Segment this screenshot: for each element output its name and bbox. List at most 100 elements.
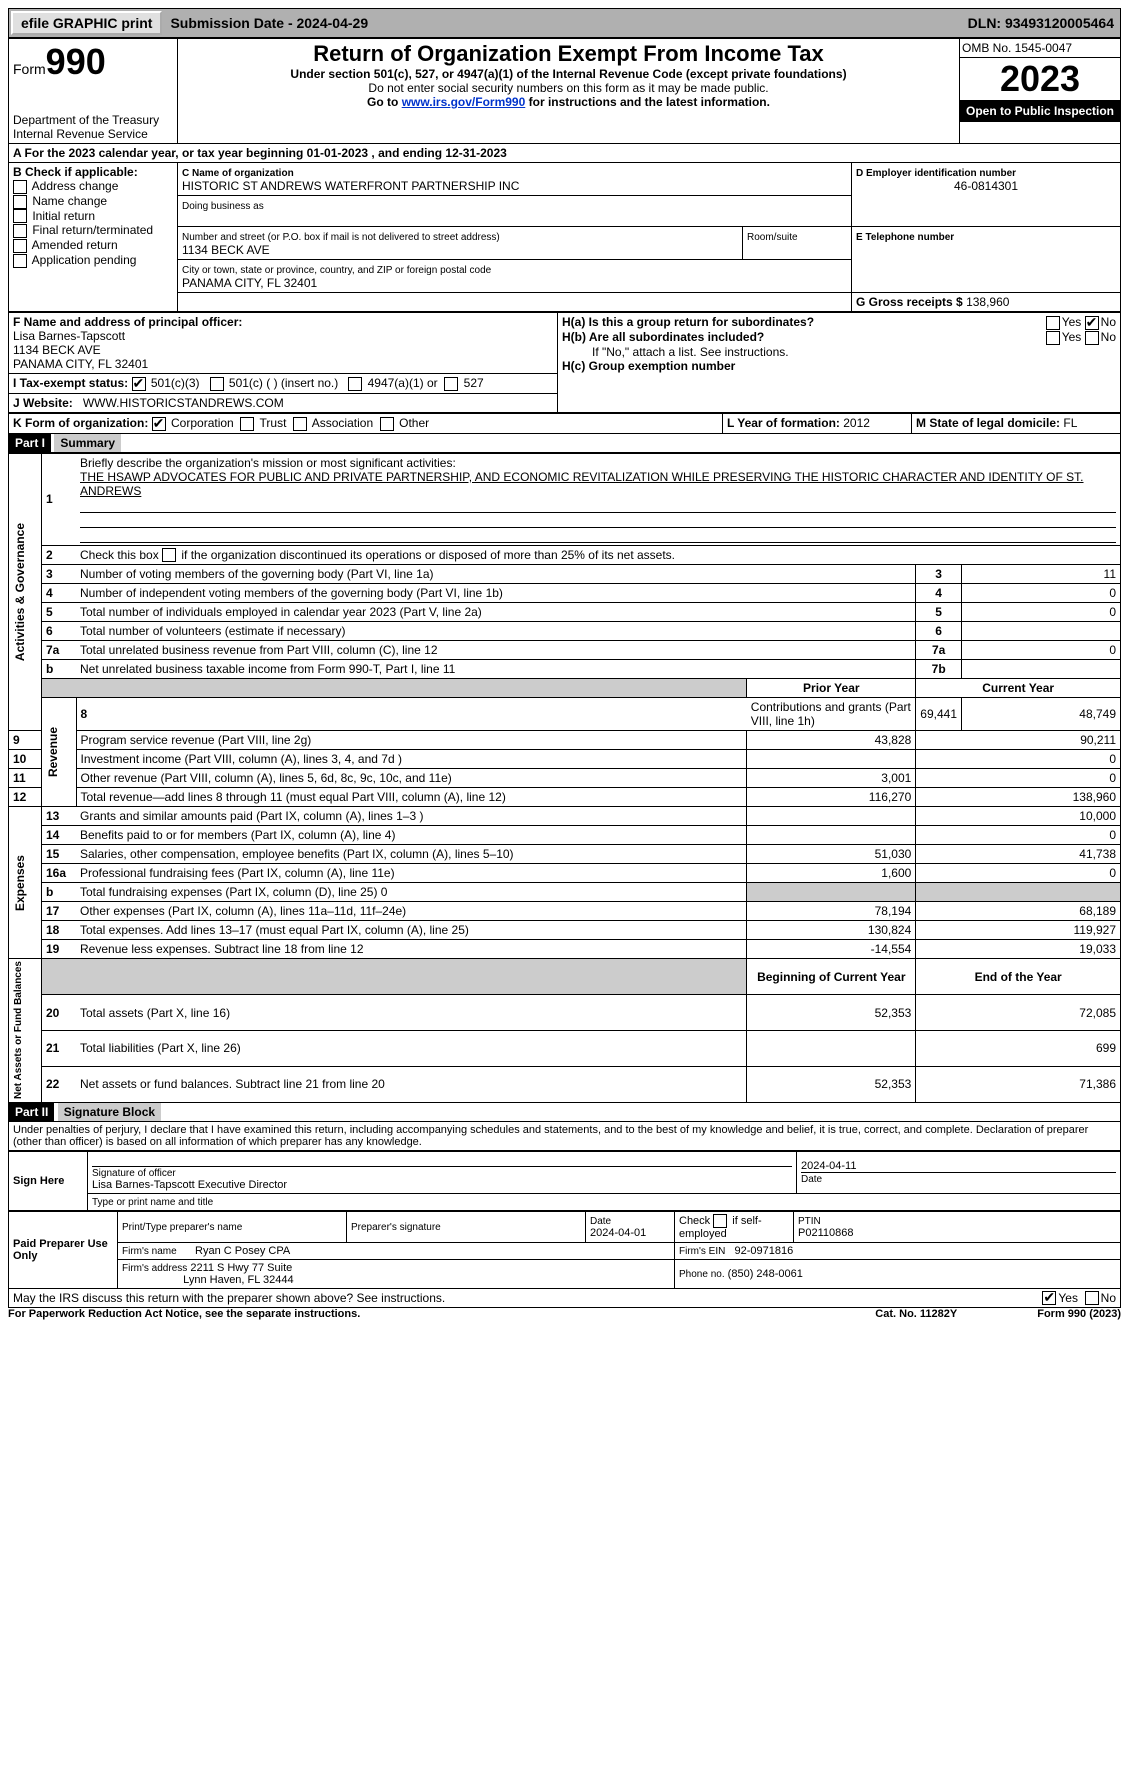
cb-assoc[interactable]	[293, 417, 307, 431]
cb-self-employed[interactable]	[713, 1214, 727, 1228]
na22: Net assets or fund balances. Subtract li…	[76, 1066, 747, 1102]
m-label: M State of legal domicile:	[916, 416, 1063, 430]
r8-p: 69,441	[916, 698, 962, 731]
r10-c: 0	[916, 750, 1121, 769]
r12-c: 138,960	[916, 788, 1121, 807]
e-label: E Telephone number	[856, 232, 954, 243]
col-end: End of the Year	[916, 959, 1121, 995]
e19-c: 19,033	[916, 940, 1121, 959]
side-na: Net Assets or Fund Balances	[13, 961, 24, 1099]
j-label: J Website:	[13, 396, 73, 410]
e19-n: 19	[42, 940, 77, 959]
omb: OMB No. 1545-0047	[960, 39, 1120, 58]
e16b: Total fundraising expenses (Part IX, col…	[76, 883, 747, 902]
part1-title: Summary	[54, 434, 121, 452]
e13-n: 13	[42, 807, 77, 826]
city: PANAMA CITY, FL 32401	[182, 276, 317, 290]
ln4: Number of independent voting members of …	[76, 584, 916, 603]
entity-block: B Check if applicable: Address change Na…	[8, 162, 1121, 312]
dln: DLN: 93493120005464	[962, 13, 1120, 33]
cb-initial[interactable]	[13, 209, 27, 223]
cb-discontinued[interactable]	[162, 548, 176, 562]
cb-ha-yes[interactable]	[1046, 316, 1060, 330]
ln4-val: 0	[962, 584, 1121, 603]
cb-discuss-no[interactable]	[1085, 1291, 1099, 1305]
firm-ein: 92-0971816	[735, 1245, 794, 1257]
efile-button[interactable]: efile GRAPHIC print	[11, 11, 162, 35]
perjury: Under penalties of perjury, I declare th…	[8, 1122, 1121, 1151]
cb-trust[interactable]	[240, 417, 254, 431]
dba-label: Doing business as	[182, 201, 264, 212]
l-label: L Year of formation:	[727, 416, 843, 430]
footer-left: For Paperwork Reduction Act Notice, see …	[8, 1308, 795, 1320]
cb-final[interactable]	[13, 224, 27, 238]
cb-name-change[interactable]	[13, 195, 27, 209]
ln7a-n: 7a	[42, 641, 77, 660]
ln7a: Total unrelated business revenue from Pa…	[76, 641, 916, 660]
cb-other[interactable]	[380, 417, 394, 431]
i-o3: 4947(a)(1) or	[368, 376, 438, 390]
e16a-p: 1,600	[747, 864, 916, 883]
goto-prefix: Go to	[367, 95, 402, 109]
cb-amended[interactable]	[13, 239, 27, 253]
r10: Investment income (Part VIII, column (A)…	[76, 750, 747, 769]
r9-c: 90,211	[916, 731, 1121, 750]
m-value: FL	[1063, 416, 1077, 430]
side-rev: Revenue	[46, 727, 60, 777]
d-label: D Employer identification number	[856, 168, 1016, 179]
na22-c: 71,386	[916, 1066, 1121, 1102]
cb-501c3[interactable]	[132, 377, 146, 391]
street: 1134 BECK AVE	[182, 243, 270, 257]
firm-ein-label: Firm's EIN	[679, 1246, 725, 1257]
e17-c: 68,189	[916, 902, 1121, 921]
firm-city: Lynn Haven, FL 32444	[183, 1274, 293, 1286]
k-trust: Trust	[260, 416, 287, 430]
cb-address-change[interactable]	[13, 180, 27, 194]
ptin: P02110868	[798, 1227, 853, 1239]
ln7a-box: 7a	[916, 641, 962, 660]
goto-link[interactable]: www.irs.gov/Form990	[402, 95, 526, 109]
opt-initial: Initial return	[32, 209, 95, 223]
cb-corp[interactable]	[152, 417, 166, 431]
cb-discuss-yes[interactable]	[1042, 1291, 1056, 1305]
firm-addr-label: Firm's address	[122, 1263, 187, 1274]
e16b-p	[747, 883, 916, 902]
hb-note: If "No," attach a list. See instructions…	[562, 345, 1116, 359]
col-begin: Beginning of Current Year	[747, 959, 916, 995]
cb-527[interactable]	[444, 377, 458, 391]
org-name: HISTORIC ST ANDREWS WATERFRONT PARTNERSH…	[182, 179, 519, 193]
cb-ha-no[interactable]	[1085, 316, 1099, 330]
a-mid: , and ending	[371, 146, 445, 160]
footer-right: Form 990 (2023)	[1037, 1308, 1121, 1320]
street-label: Number and street (or P.O. box if mail i…	[182, 232, 500, 243]
na20-p: 52,353	[747, 995, 916, 1031]
e16a-c: 0	[916, 864, 1121, 883]
ln3: Number of voting members of the governin…	[76, 565, 916, 584]
e14: Benefits paid to or for members (Part IX…	[76, 826, 747, 845]
na22-p: 52,353	[747, 1066, 916, 1102]
cb-pending[interactable]	[13, 254, 27, 268]
a-end: 12-31-2023	[445, 146, 506, 160]
ln4-box: 4	[916, 584, 962, 603]
ln6-n: 6	[42, 622, 77, 641]
cb-hb-yes[interactable]	[1046, 331, 1060, 345]
cb-4947[interactable]	[348, 377, 362, 391]
ln7b: Net unrelated business taxable income fr…	[76, 660, 916, 679]
opt-amended: Amended return	[32, 238, 118, 252]
public-inspection: Open to Public Inspection	[960, 100, 1120, 122]
a-begin: 01-01-2023	[307, 146, 368, 160]
submission-date: Submission Date - 2024-04-29	[164, 13, 374, 33]
r8-n: 8	[76, 698, 747, 731]
firm-name: Ryan C Posey CPA	[195, 1245, 290, 1257]
dept: Department of the Treasury	[13, 113, 173, 127]
cb-hb-no[interactable]	[1085, 331, 1099, 345]
hb-yes: Yes	[1062, 330, 1082, 344]
r12-p: 116,270	[747, 788, 916, 807]
cb-501c[interactable]	[210, 377, 224, 391]
officer-street: 1134 BECK AVE	[13, 343, 101, 357]
phone-label: Phone no.	[679, 1269, 725, 1280]
e16a: Professional fundraising fees (Part IX, …	[76, 864, 747, 883]
i-o1: 501(c)(3)	[151, 376, 200, 390]
discuss-no: No	[1101, 1291, 1116, 1305]
date-label1: Date	[801, 1174, 822, 1185]
